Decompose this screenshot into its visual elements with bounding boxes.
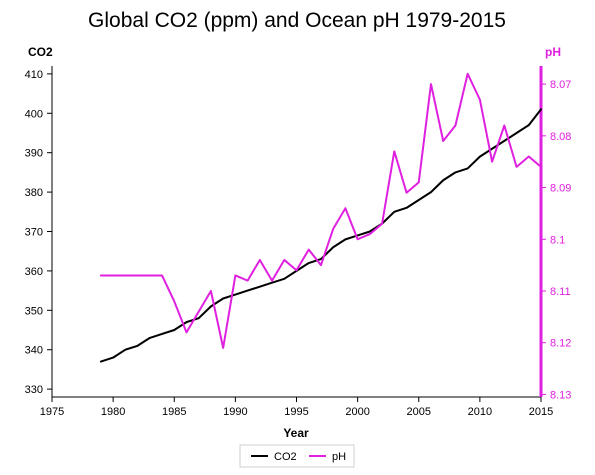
x-axis-ticks: 1975 1980 1985 1990 1995 2000 2005 2010 2015	[40, 397, 553, 418]
series-line-ph	[99, 72, 542, 349]
chart-title: Global CO2 (ppm) and Ocean pH 1979-2015	[88, 9, 506, 32]
right-tick-label: 8.1	[550, 234, 565, 246]
legend-label-ph: pH	[332, 451, 346, 463]
x-tick-label: 2015	[529, 406, 553, 418]
left-tick-label: 400	[25, 108, 43, 120]
left-axis-ticks: 330 340 350 360 370 380 390 400 410	[25, 69, 52, 396]
left-tick-label: 380	[25, 187, 43, 199]
x-tick-label: 1980	[101, 406, 125, 418]
right-tick-label: 8.08	[550, 131, 571, 143]
right-axis-ticks: 8.07 8.08 8.09 8.1 8.11 8.12 8.13	[541, 79, 571, 401]
right-tick-label: 8.09	[550, 183, 571, 195]
x-tick-label: 1975	[40, 406, 64, 418]
left-tick-label: 350	[25, 305, 43, 317]
legend: CO2 pH	[239, 444, 355, 468]
x-axis-title: Year	[283, 426, 309, 440]
right-tick-label: 8.13	[550, 389, 571, 401]
legend-box	[239, 444, 355, 468]
x-tick-label: 2010	[468, 406, 492, 418]
left-tick-label: 360	[25, 266, 43, 278]
right-tick-label: 8.07	[550, 79, 571, 91]
legend-label-co2: CO2	[274, 451, 297, 463]
left-tick-label: 370	[25, 227, 43, 239]
right-tick-label: 8.12	[550, 338, 571, 350]
left-axis-title: CO2	[28, 45, 53, 59]
left-tick-label: 340	[25, 345, 43, 357]
x-tick-label: 1995	[284, 406, 308, 418]
x-tick-label: 1985	[162, 406, 186, 418]
left-tick-label: 390	[25, 148, 43, 160]
x-tick-label: 1990	[223, 406, 247, 418]
series-line-co2	[99, 108, 542, 363]
plot-frame	[51, 66, 543, 398]
right-tick-label: 8.11	[550, 286, 571, 298]
x-tick-label: 2005	[407, 406, 431, 418]
left-tick-label: 410	[25, 69, 43, 81]
right-axis-title: pH	[545, 45, 561, 59]
x-tick-label: 2000	[345, 406, 369, 418]
left-tick-label: 330	[25, 384, 43, 396]
